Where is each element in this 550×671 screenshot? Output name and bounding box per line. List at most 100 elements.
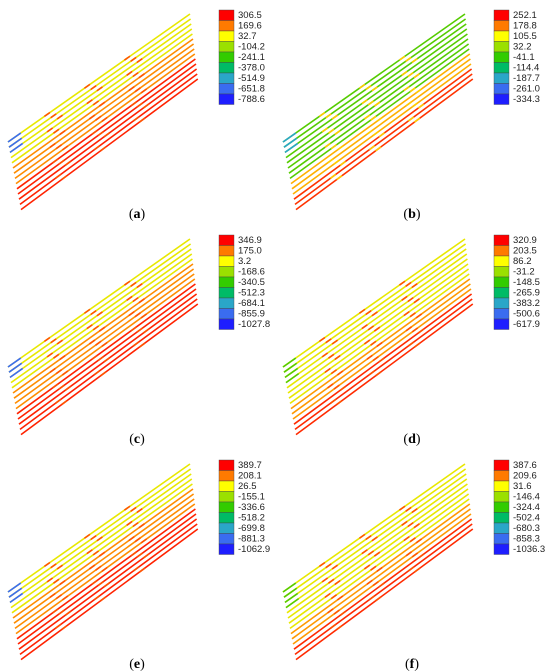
member-hotspot <box>52 608 59 614</box>
member-hotspot <box>368 595 376 601</box>
member-hotspot <box>339 160 346 166</box>
member-hotspot <box>334 579 341 586</box>
member-hotspot <box>138 342 146 348</box>
legend-value: 389.7 <box>238 460 262 471</box>
member-line <box>288 43 470 174</box>
member-hotspot <box>55 144 63 150</box>
legend-value: -261.0 <box>513 84 540 95</box>
member-hotspot <box>126 295 133 301</box>
member-line <box>16 508 196 640</box>
member-hotspot <box>86 99 93 105</box>
member-end-segment <box>9 142 24 154</box>
legend-value: -241.1 <box>238 52 265 63</box>
member-lines <box>282 238 474 436</box>
member-hotspot <box>95 565 102 571</box>
member-hotspot <box>376 116 383 123</box>
member-line <box>13 43 195 174</box>
member-hotspot <box>97 130 104 137</box>
member-hotspot <box>321 577 329 583</box>
legend-value: -336.6 <box>238 502 265 513</box>
member-lines <box>7 13 199 211</box>
member-hotspot <box>138 523 145 529</box>
member-hotspot <box>328 353 335 359</box>
legend-swatch <box>218 308 235 320</box>
member-hotspot <box>64 610 71 616</box>
legend-value: -855.9 <box>238 309 265 320</box>
member-end-segment <box>8 587 23 598</box>
legend-value: -617.9 <box>513 319 540 330</box>
member-hotspot <box>331 114 339 120</box>
member-line <box>286 33 468 164</box>
legend-value: -858.3 <box>513 534 540 545</box>
member-hotspot <box>358 308 366 314</box>
member-end-segment <box>9 367 24 379</box>
legend-value: -788.6 <box>238 94 265 105</box>
member-hotspot <box>399 280 406 286</box>
member-hotspot <box>128 535 135 542</box>
member-hotspot <box>132 521 139 528</box>
member-hotspot <box>409 537 416 543</box>
member-hotspot <box>365 310 372 316</box>
member-hotspot <box>405 506 412 512</box>
member-line <box>7 238 191 368</box>
member-hotspot <box>56 564 64 570</box>
member-end-segment <box>283 137 298 148</box>
member-hotspot <box>409 87 416 93</box>
panel-caption: (c) <box>129 432 145 447</box>
member-line <box>19 73 198 206</box>
panel-caption: (d) <box>403 432 420 447</box>
legend-swatch <box>218 297 235 309</box>
member-hotspot <box>91 579 98 585</box>
panel-a: 306.5169.632.7-104.2-241.1-378.0-514.9-6… <box>7 9 265 222</box>
member-hotspot <box>327 608 334 614</box>
member-hotspot <box>401 520 408 526</box>
legend-value: 3.2 <box>238 256 251 267</box>
legend-value: -502.4 <box>513 513 540 524</box>
member-hotspot <box>96 86 103 92</box>
member-line <box>20 528 199 661</box>
member-hotspot <box>361 99 368 105</box>
member-hotspot <box>136 508 143 514</box>
legend-value: -383.2 <box>513 298 540 309</box>
member-hotspot <box>318 111 326 118</box>
member-hotspot <box>49 142 56 149</box>
member-hotspot <box>88 564 96 570</box>
legend-value: 208.1 <box>238 471 262 482</box>
legend-value: -378.0 <box>238 63 265 74</box>
member-hotspot <box>339 385 346 391</box>
member-end-segment <box>7 132 22 143</box>
member-line <box>13 268 195 399</box>
member-hotspot <box>134 312 141 318</box>
member-hotspot <box>55 369 63 375</box>
member-hotspot <box>126 520 133 526</box>
member-hotspot <box>136 283 143 289</box>
member-line <box>16 283 196 415</box>
legend-swatch <box>218 266 235 278</box>
member-line <box>288 268 470 399</box>
member-hotspot <box>61 625 68 631</box>
member-hotspot <box>413 73 420 79</box>
member-hotspot <box>50 338 57 344</box>
member-hotspot <box>124 505 131 511</box>
member-hotspot <box>142 103 150 109</box>
member-hotspot <box>138 567 146 573</box>
member-end-segment <box>8 137 23 148</box>
member-end-segment <box>285 597 300 609</box>
member-line <box>13 493 195 624</box>
member-hotspot <box>138 298 145 304</box>
member-hotspot <box>62 145 69 151</box>
member-hotspot <box>378 357 386 363</box>
member-line <box>292 513 472 645</box>
member-end-segment <box>284 142 299 154</box>
panel-caption: (a) <box>129 207 146 222</box>
member-end-segment <box>284 367 299 379</box>
member-hotspot <box>100 596 107 602</box>
member-hotspot <box>373 551 381 557</box>
member-hotspot <box>334 354 341 361</box>
member-hotspot <box>330 369 338 375</box>
member-line <box>10 478 193 609</box>
member-hotspot <box>100 146 107 152</box>
legend-value: -518.2 <box>238 513 265 524</box>
member-hotspot <box>415 88 422 94</box>
member-hotspot <box>375 596 382 602</box>
